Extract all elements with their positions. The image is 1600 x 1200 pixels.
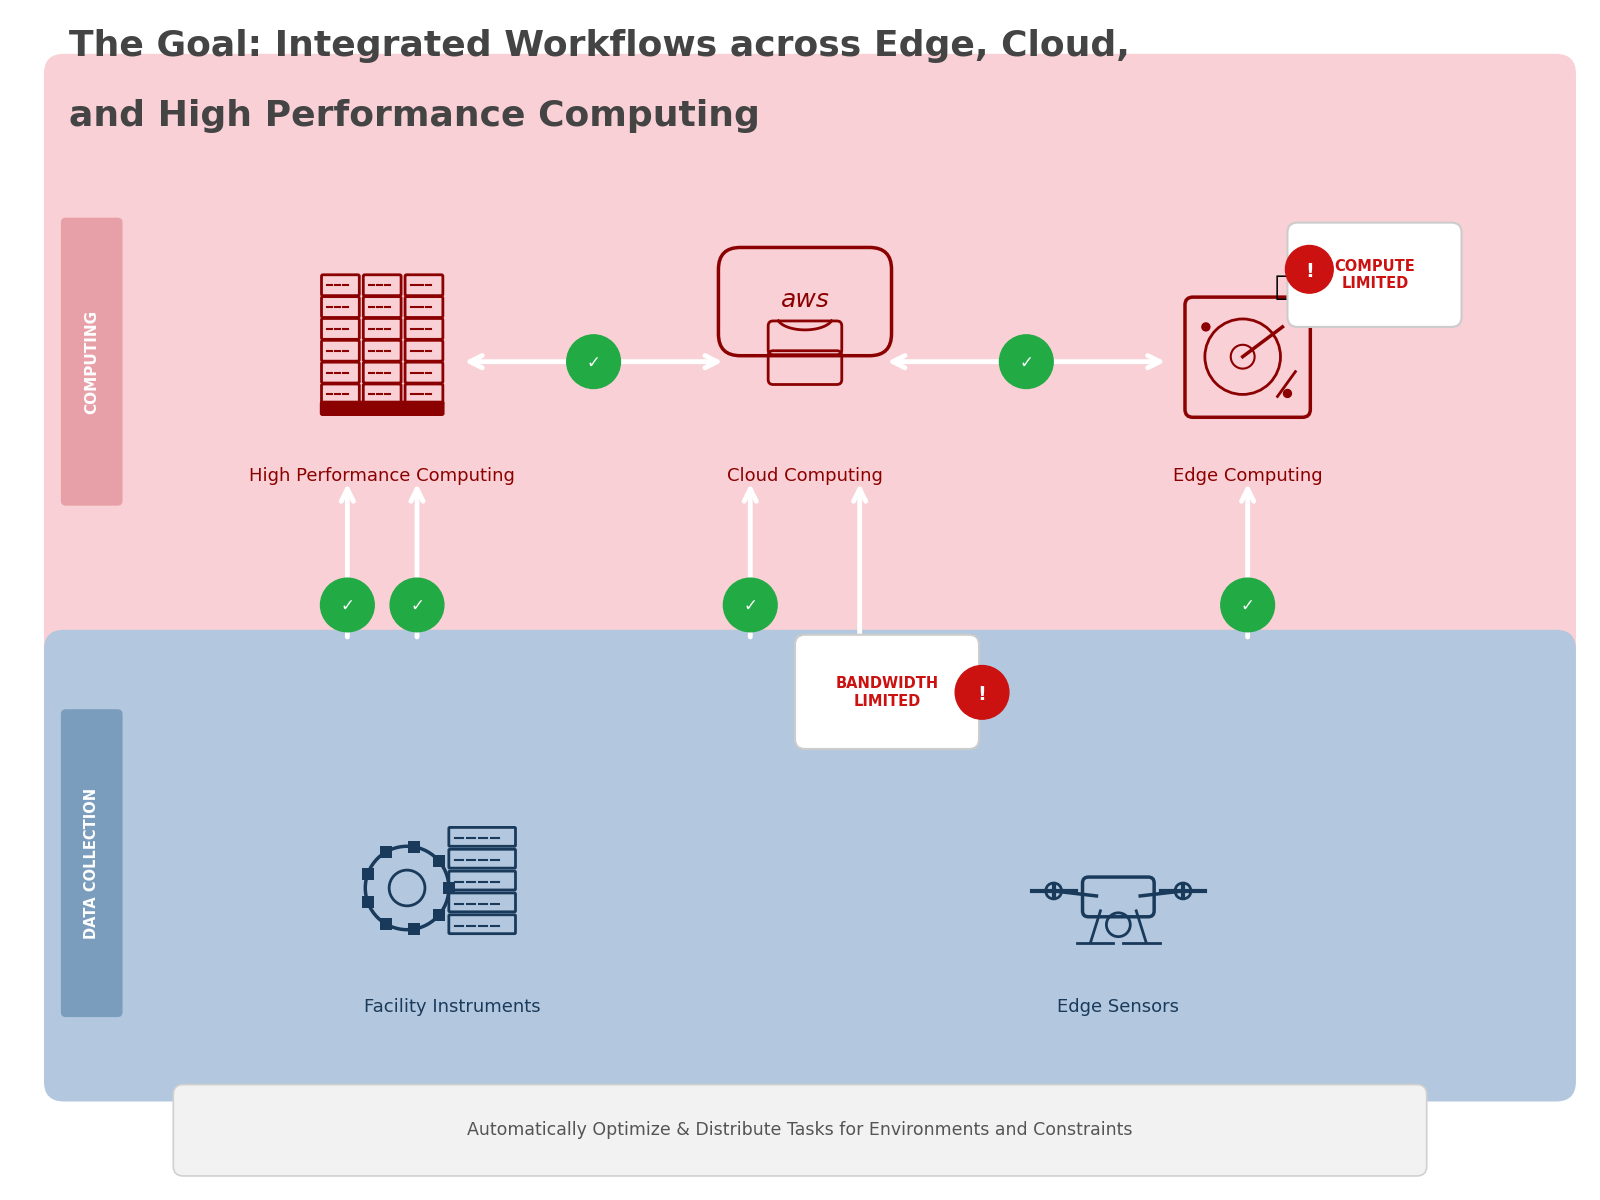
Text: ✓: ✓ (744, 596, 757, 614)
Text: 🔥: 🔥 (1274, 274, 1291, 301)
Bar (408, 841, 421, 853)
Circle shape (566, 335, 621, 389)
Circle shape (390, 578, 443, 631)
FancyBboxPatch shape (43, 630, 1576, 1102)
Text: and High Performance Computing: and High Performance Computing (69, 98, 760, 132)
Bar (362, 868, 374, 880)
FancyBboxPatch shape (61, 709, 123, 1018)
Circle shape (1285, 246, 1333, 293)
Circle shape (723, 578, 778, 631)
FancyBboxPatch shape (320, 401, 443, 415)
FancyBboxPatch shape (173, 1085, 1427, 1176)
Bar (408, 923, 421, 935)
Text: Edge Computing: Edge Computing (1173, 467, 1323, 485)
Bar (434, 908, 445, 920)
Bar (381, 918, 392, 930)
Circle shape (1283, 390, 1291, 397)
Circle shape (955, 666, 1010, 719)
Text: Cloud Computing: Cloud Computing (726, 467, 883, 485)
Text: BANDWIDTH
LIMITED: BANDWIDTH LIMITED (835, 676, 939, 708)
Text: ✓: ✓ (1019, 354, 1034, 372)
Text: Automatically Optimize & Distribute Tasks for Environments and Constraints: Automatically Optimize & Distribute Task… (467, 1121, 1133, 1139)
Circle shape (1202, 323, 1210, 331)
FancyBboxPatch shape (43, 54, 1576, 670)
Text: ✓: ✓ (1240, 596, 1254, 614)
Text: High Performance Computing: High Performance Computing (250, 467, 515, 485)
Text: ✓: ✓ (341, 596, 354, 614)
Text: ✓: ✓ (587, 354, 600, 372)
FancyBboxPatch shape (795, 635, 979, 749)
Text: ✓: ✓ (410, 596, 424, 614)
Circle shape (320, 578, 374, 631)
Text: COMPUTE
LIMITED: COMPUTE LIMITED (1334, 259, 1416, 292)
Text: Facility Instruments: Facility Instruments (363, 998, 541, 1016)
Bar (381, 846, 392, 858)
Text: COMPUTING: COMPUTING (85, 310, 99, 414)
FancyBboxPatch shape (61, 217, 123, 505)
Circle shape (1221, 578, 1275, 631)
Text: The Goal: Integrated Workflows across Edge, Cloud,: The Goal: Integrated Workflows across Ed… (69, 29, 1130, 62)
FancyBboxPatch shape (1288, 223, 1461, 326)
Bar (362, 896, 374, 908)
Text: DATA COLLECTION: DATA COLLECTION (85, 787, 99, 938)
Text: Edge Sensors: Edge Sensors (1058, 998, 1179, 1016)
Circle shape (1000, 335, 1053, 389)
Bar (434, 856, 445, 868)
Bar (443, 882, 454, 894)
Text: !: ! (978, 685, 987, 704)
Text: !: ! (1306, 262, 1314, 281)
Text: aws: aws (781, 288, 829, 312)
